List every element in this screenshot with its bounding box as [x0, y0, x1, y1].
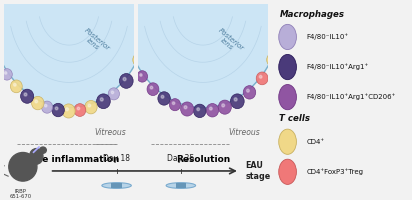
Ellipse shape	[9, 152, 37, 181]
Title: Resolution: Resolution	[176, 155, 230, 164]
FancyBboxPatch shape	[111, 183, 122, 188]
Circle shape	[44, 104, 47, 107]
Circle shape	[136, 57, 139, 60]
Circle shape	[230, 94, 244, 109]
Circle shape	[96, 94, 110, 109]
Circle shape	[14, 83, 16, 86]
Circle shape	[197, 108, 199, 111]
Polygon shape	[125, 4, 281, 108]
Circle shape	[133, 53, 145, 67]
Text: Vitreous: Vitreous	[95, 128, 126, 137]
Circle shape	[88, 104, 91, 107]
Circle shape	[137, 71, 147, 82]
Circle shape	[147, 83, 159, 96]
Circle shape	[184, 106, 187, 109]
Text: Day 35: Day 35	[167, 154, 194, 163]
Circle shape	[119, 74, 133, 88]
Circle shape	[100, 98, 103, 101]
Circle shape	[279, 24, 296, 50]
Circle shape	[111, 91, 114, 94]
Circle shape	[55, 107, 58, 110]
Text: Posterior
lens: Posterior lens	[79, 27, 111, 57]
Text: CD4⁺: CD4⁺	[307, 139, 325, 145]
Circle shape	[150, 86, 153, 89]
Circle shape	[10, 80, 22, 93]
Circle shape	[180, 102, 194, 116]
Circle shape	[260, 75, 262, 78]
Circle shape	[42, 101, 53, 113]
Circle shape	[218, 100, 232, 114]
Polygon shape	[0, 4, 147, 108]
Circle shape	[2, 69, 12, 80]
Text: T cells: T cells	[279, 114, 310, 123]
Circle shape	[66, 108, 68, 111]
Circle shape	[102, 183, 131, 188]
Circle shape	[270, 57, 273, 60]
Circle shape	[5, 72, 7, 74]
Text: F4/80⁻IL10⁺Arg1⁺CD206⁺: F4/80⁻IL10⁺Arg1⁺CD206⁺	[307, 94, 396, 100]
Circle shape	[32, 96, 44, 110]
Circle shape	[169, 99, 180, 111]
Circle shape	[279, 85, 296, 110]
Circle shape	[85, 100, 97, 114]
FancyBboxPatch shape	[176, 183, 186, 188]
Text: IRBP
651-670: IRBP 651-670	[9, 189, 31, 199]
Circle shape	[222, 104, 225, 107]
Circle shape	[267, 53, 279, 67]
Text: EAU
stage: EAU stage	[245, 161, 270, 181]
Circle shape	[52, 103, 64, 117]
Text: F4/80⁻IL10⁺Arg1⁺: F4/80⁻IL10⁺Arg1⁺	[307, 64, 369, 70]
Circle shape	[243, 86, 256, 99]
Circle shape	[21, 89, 34, 103]
Circle shape	[194, 104, 206, 118]
Circle shape	[24, 93, 27, 96]
Circle shape	[279, 54, 296, 80]
Text: F4/80⁻IL10⁺: F4/80⁻IL10⁺	[307, 34, 349, 40]
Circle shape	[246, 89, 249, 92]
Circle shape	[123, 77, 126, 81]
Circle shape	[206, 104, 219, 117]
Circle shape	[172, 102, 175, 105]
Text: Posterior
lens: Posterior lens	[213, 27, 245, 57]
Circle shape	[279, 159, 296, 184]
Circle shape	[77, 107, 80, 110]
Circle shape	[279, 129, 296, 154]
Circle shape	[35, 100, 37, 103]
Circle shape	[140, 74, 142, 76]
Circle shape	[166, 183, 196, 188]
Text: Macrophages: Macrophages	[279, 10, 344, 19]
Text: CD4⁺FoxP3⁺Treg: CD4⁺FoxP3⁺Treg	[307, 168, 364, 175]
Circle shape	[161, 95, 164, 98]
Circle shape	[209, 107, 212, 110]
Circle shape	[74, 104, 86, 116]
Title: Acute inflammation: Acute inflammation	[19, 155, 119, 164]
Ellipse shape	[30, 149, 43, 164]
Ellipse shape	[40, 147, 46, 153]
Circle shape	[256, 72, 268, 85]
Circle shape	[62, 104, 75, 118]
Circle shape	[108, 88, 119, 100]
Text: Vitreous: Vitreous	[229, 128, 260, 137]
Circle shape	[158, 92, 170, 105]
Text: Day 18: Day 18	[103, 154, 130, 163]
Circle shape	[234, 98, 237, 101]
